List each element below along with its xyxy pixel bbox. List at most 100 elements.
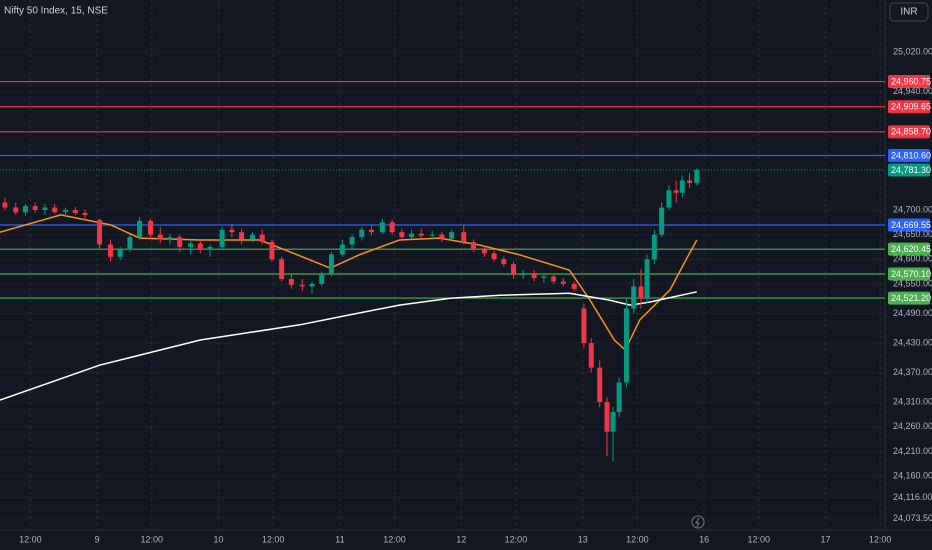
x-tick-label: 17	[821, 534, 831, 544]
y-tick-label: 24,430.00	[893, 337, 932, 347]
level-label: 24,570.10	[891, 269, 931, 279]
candle-body	[491, 253, 497, 260]
level-badge	[888, 125, 930, 139]
candle-body	[319, 274, 325, 284]
candle-body	[279, 259, 285, 279]
candle-body	[409, 233, 415, 238]
level-badge	[888, 75, 930, 89]
level-badge	[888, 291, 930, 305]
candle-body	[63, 210, 69, 212]
candle-body	[511, 264, 517, 276]
y-tick-label: 24,260.00	[893, 421, 932, 431]
candle-body	[597, 367, 603, 403]
x-tick-label: 12	[456, 534, 466, 544]
level-label: 24,620.45	[891, 244, 931, 254]
y-tick-label: 24,700.00	[893, 204, 932, 214]
currency-label[interactable]: INR	[900, 7, 917, 18]
level-label: 24,909.65	[891, 102, 931, 112]
candle-body	[299, 284, 305, 287]
level-label: 24,858.70	[891, 127, 931, 137]
moving-average	[0, 291, 697, 401]
candle-body	[571, 283, 577, 289]
y-tick-label: 24,310.00	[893, 396, 932, 406]
candle-body	[379, 222, 385, 233]
lightning-icon[interactable]	[691, 515, 705, 529]
candle-body	[560, 281, 566, 284]
candle-body	[631, 286, 637, 309]
candle-body	[137, 220, 143, 238]
candle-body	[188, 243, 194, 247]
candle-body	[309, 283, 315, 287]
candle-body	[239, 232, 245, 240]
level-badge	[888, 242, 930, 256]
x-tick-label: 12:00	[505, 534, 528, 544]
candle-body	[429, 234, 435, 236]
y-tick-label: 24,210.00	[893, 446, 932, 456]
candle-body	[349, 237, 355, 245]
candle-body	[659, 207, 665, 235]
candle-body	[167, 237, 173, 240]
y-tick-label: 24,650.00	[893, 229, 932, 239]
candle-body	[638, 286, 644, 299]
y-tick-label: 24,160.00	[893, 470, 932, 480]
candle-body	[449, 232, 455, 239]
level-badge	[888, 100, 930, 114]
last-price-label: 24,781.30	[891, 165, 931, 175]
last-price-badge	[888, 163, 930, 177]
candle-body	[82, 212, 88, 215]
candles	[2, 168, 700, 462]
candle-body	[97, 219, 103, 245]
candle-body	[694, 169, 700, 183]
x-tick-label: 9	[95, 534, 100, 544]
candle-body	[651, 234, 657, 260]
candle-body	[148, 220, 154, 235]
candle-body	[339, 244, 345, 255]
grid	[29, 0, 881, 530]
candle-body	[551, 276, 557, 282]
candle-body	[531, 273, 537, 278]
level-label: 24,521.20	[891, 293, 931, 303]
axes: 25,020.0024,940.0024,700.0024,650.0024,6…	[19, 47, 932, 545]
candle-body	[481, 249, 487, 254]
candle-body	[623, 308, 629, 383]
level-badge	[888, 218, 930, 232]
candle-body	[418, 233, 424, 236]
candle-body	[581, 308, 587, 344]
y-tick-label: 24,116.00	[893, 492, 932, 502]
candle-body	[439, 234, 445, 239]
candle-body	[269, 242, 275, 260]
candle-body	[610, 411, 616, 432]
candle-body	[219, 229, 225, 247]
candle-body	[42, 207, 48, 210]
level-label: 24,669.55	[891, 220, 931, 230]
candle-body	[288, 278, 294, 285]
x-tick-label: 10	[214, 534, 224, 544]
candle-body	[250, 234, 256, 240]
candle-body	[604, 402, 610, 432]
levels: 24,960.75 24,909.65 24,858.70 24,810.60 24,6…	[0, 75, 931, 305]
x-tick-label: 12:00	[626, 534, 649, 544]
y-tick-label: 24,550.00	[893, 278, 932, 288]
y-tick-label: 24,940.00	[893, 86, 932, 96]
y-tick-label: 24,073.50	[893, 513, 932, 523]
x-tick-label: 12:00	[869, 534, 892, 544]
candle-body	[127, 237, 133, 250]
level-label: 24,960.75	[891, 76, 931, 86]
candle-body	[673, 190, 679, 193]
candle-body	[368, 229, 374, 233]
y-tick-label: 24,370.00	[893, 367, 932, 377]
level-badge	[888, 149, 930, 163]
y-tick-label: 25,020.00	[893, 47, 932, 57]
y-tick-label: 24,600.00	[893, 254, 932, 264]
x-tick-label: 12:00	[383, 534, 406, 544]
lightning-glyph	[695, 517, 700, 528]
candle-body	[520, 273, 526, 276]
candle-body	[22, 206, 28, 213]
x-tick-label: 11	[335, 534, 344, 544]
currency-button[interactable]	[889, 2, 929, 22]
candle-body	[259, 234, 265, 243]
candle-body	[644, 259, 650, 299]
